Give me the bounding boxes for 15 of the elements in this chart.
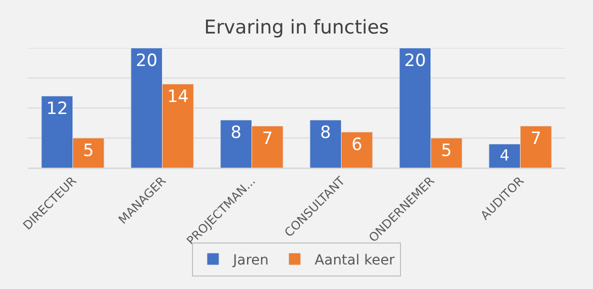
data-label: 5 xyxy=(83,141,94,161)
data-label: 7 xyxy=(262,129,273,149)
data-label: 7 xyxy=(530,129,542,149)
data-label: 14 xyxy=(167,87,189,107)
legend-label: Jaren xyxy=(232,252,269,268)
data-label: 8 xyxy=(320,123,331,143)
data-label: 4 xyxy=(500,146,510,164)
data-label: 6 xyxy=(352,135,362,155)
legend-label: Aantal keer xyxy=(314,252,395,268)
data-label: 5 xyxy=(441,141,452,161)
chart-title: Ervaring in functies xyxy=(204,16,389,39)
data-label: 20 xyxy=(136,51,158,71)
data-label: 8 xyxy=(230,123,242,143)
data-label: 12 xyxy=(46,99,68,119)
data-label: 20 xyxy=(404,51,426,71)
